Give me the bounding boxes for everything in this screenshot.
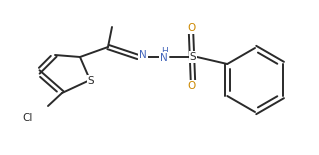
Text: N: N bbox=[139, 50, 147, 60]
Text: O: O bbox=[188, 23, 196, 33]
Text: S: S bbox=[88, 76, 94, 86]
Text: H: H bbox=[162, 46, 168, 55]
Text: O: O bbox=[188, 81, 196, 91]
Text: Cl: Cl bbox=[22, 113, 32, 123]
Text: N: N bbox=[160, 53, 168, 63]
Text: S: S bbox=[190, 52, 196, 62]
